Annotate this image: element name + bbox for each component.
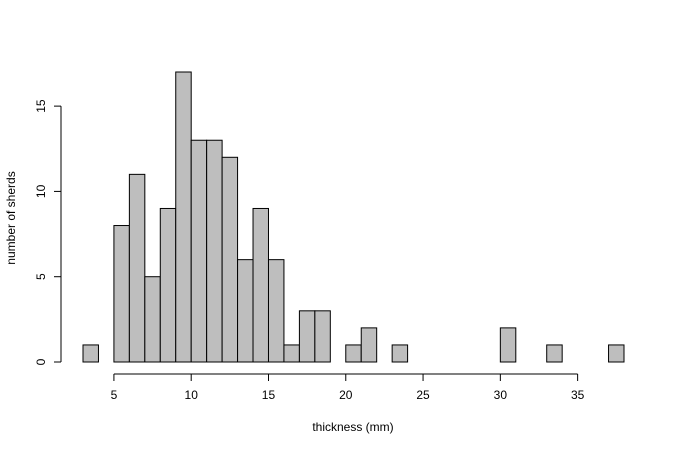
bars-group [82, 71, 625, 363]
histogram-bar-11-12 [206, 139, 223, 363]
histogram-bar-23-24 [391, 344, 409, 363]
x-tick-label-10: 10 [185, 388, 199, 402]
histogram-bar-30-31 [499, 327, 517, 363]
y-axis: 0 5 10 15 [34, 99, 62, 365]
histogram-bar-16-17 [283, 344, 300, 363]
histogram-bar-5-6 [113, 225, 130, 363]
histogram-bar-20-21 [345, 344, 362, 363]
histogram-bar-33-34 [546, 344, 563, 363]
histogram-bar-10-11 [190, 139, 208, 363]
x-tick-label-30: 30 [494, 388, 508, 402]
y-tick-label-5: 5 [34, 273, 48, 280]
histogram-bar-17-18 [298, 310, 316, 363]
histogram-bar-37-38 [608, 344, 625, 363]
x-tick-label-15: 15 [262, 388, 276, 402]
histogram-bar-13-14 [237, 259, 254, 363]
y-tick-label-10: 10 [34, 184, 48, 198]
histogram-bar-21-22 [360, 327, 378, 363]
histogram-bar-15-16 [267, 259, 285, 363]
x-tick-label-25: 25 [416, 388, 430, 402]
x-axis-label: thickness (mm) [312, 420, 393, 434]
x-tick-label-20: 20 [339, 388, 353, 402]
histogram-bar-8-9 [159, 207, 177, 363]
histogram-bar-7-8 [144, 276, 161, 363]
y-tick-label-15: 15 [34, 99, 48, 113]
histogram-bar-9-10 [175, 71, 192, 363]
histogram-bar-3-4 [82, 344, 99, 363]
histogram-bar-12-13 [221, 156, 239, 363]
y-axis-label: number of sherds [4, 171, 18, 264]
histogram-bar-14-15 [252, 207, 269, 363]
x-tick-label-35: 35 [571, 388, 585, 402]
histogram-bar-6-7 [128, 173, 146, 363]
x-tick-label-5: 5 [111, 388, 118, 402]
histogram-bar-18-19 [314, 310, 331, 363]
y-tick-label-0: 0 [34, 358, 48, 365]
x-axis: 5 10 15 20 25 30 35 [111, 373, 585, 402]
